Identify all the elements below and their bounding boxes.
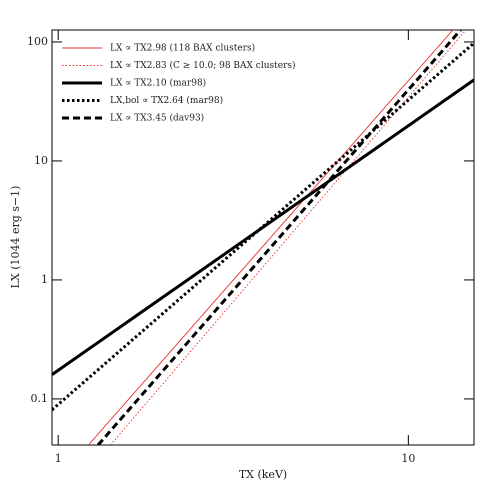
legend-label: LX ∝ TX3.45 (dav93) bbox=[110, 113, 204, 124]
plot-frame bbox=[51, 29, 475, 446]
y-axis-label: LX (1044 erg s−1) bbox=[9, 186, 22, 289]
y-tick-label: 10 bbox=[34, 154, 48, 167]
series-line bbox=[88, 30, 454, 445]
y-tick-label: 0.1 bbox=[31, 392, 49, 405]
legend-label: LX,bol ∝ TX2.64 (mar98) bbox=[110, 95, 223, 106]
x-tick-label: 1 bbox=[55, 452, 62, 465]
x-axis-label: TX (keV) bbox=[239, 468, 287, 481]
series-line bbox=[96, 30, 462, 445]
series-line bbox=[110, 30, 467, 445]
legend-label: LX ∝ TX2.83 (C ≥ 10.0; 98 BAX clusters) bbox=[110, 60, 296, 71]
y-tick-label: 1 bbox=[41, 273, 48, 286]
plot-area bbox=[52, 30, 474, 445]
legend-label: LX ∝ TX2.10 (mar98) bbox=[110, 78, 206, 89]
series-line bbox=[52, 78, 474, 376]
series-line bbox=[52, 41, 474, 411]
y-tick-label: 100 bbox=[27, 35, 48, 48]
x-tick-label: 10 bbox=[401, 452, 415, 465]
legend-label: LX ∝ TX2.98 (118 BAX clusters) bbox=[110, 43, 255, 54]
